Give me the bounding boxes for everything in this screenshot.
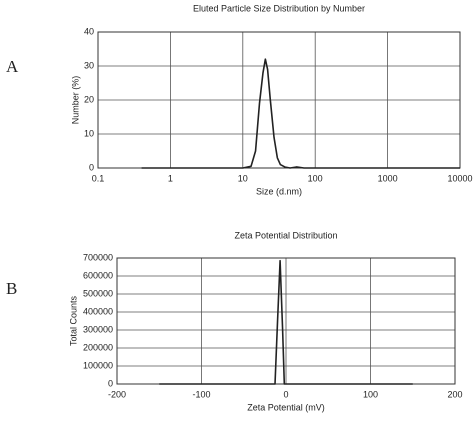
y-axis-label: Total Counts xyxy=(68,295,78,346)
y-tick-label: 0 xyxy=(108,378,113,388)
x-tick-label: 0.1 xyxy=(92,173,105,183)
x-tick-label: 0 xyxy=(283,389,288,399)
panel-label: A xyxy=(6,57,19,76)
y-tick-label: 500000 xyxy=(83,288,113,298)
y-axis-label: Number (%) xyxy=(70,76,80,125)
x-axis-label: Zeta Potential (mV) xyxy=(247,402,325,412)
chart-title: Zeta Potential Distribution xyxy=(234,230,337,240)
y-tick-label: 300000 xyxy=(83,324,113,334)
y-tick-label: 200000 xyxy=(83,342,113,352)
x-tick-label: 10 xyxy=(238,173,248,183)
y-tick-label: 0 xyxy=(89,162,94,172)
x-tick-label: 1 xyxy=(168,173,173,183)
x-axis-label: Size (d.nm) xyxy=(256,186,302,196)
x-tick-label: -100 xyxy=(192,389,210,399)
y-tick-label: 400000 xyxy=(83,306,113,316)
y-tick-label: 700000 xyxy=(83,252,113,262)
x-tick-label: 100 xyxy=(363,389,378,399)
data-line xyxy=(159,259,413,385)
x-tick-label: 100 xyxy=(308,173,323,183)
x-tick-label: 200 xyxy=(447,389,462,399)
x-tick-label: 1000 xyxy=(378,173,398,183)
plot-frame xyxy=(97,31,461,169)
y-tick-label: 100000 xyxy=(83,360,113,370)
x-tick-label: 10000 xyxy=(447,173,472,183)
x-tick-label: -200 xyxy=(108,389,126,399)
y-tick-label: 30 xyxy=(84,60,94,70)
y-tick-label: 600000 xyxy=(83,270,113,280)
y-tick-label: 40 xyxy=(84,26,94,36)
y-tick-label: 20 xyxy=(84,94,94,104)
y-tick-label: 10 xyxy=(84,128,94,138)
panel-label: B xyxy=(6,279,17,298)
chart-title: Eluted Particle Size Distribution by Num… xyxy=(193,3,365,13)
data-line xyxy=(141,58,460,169)
